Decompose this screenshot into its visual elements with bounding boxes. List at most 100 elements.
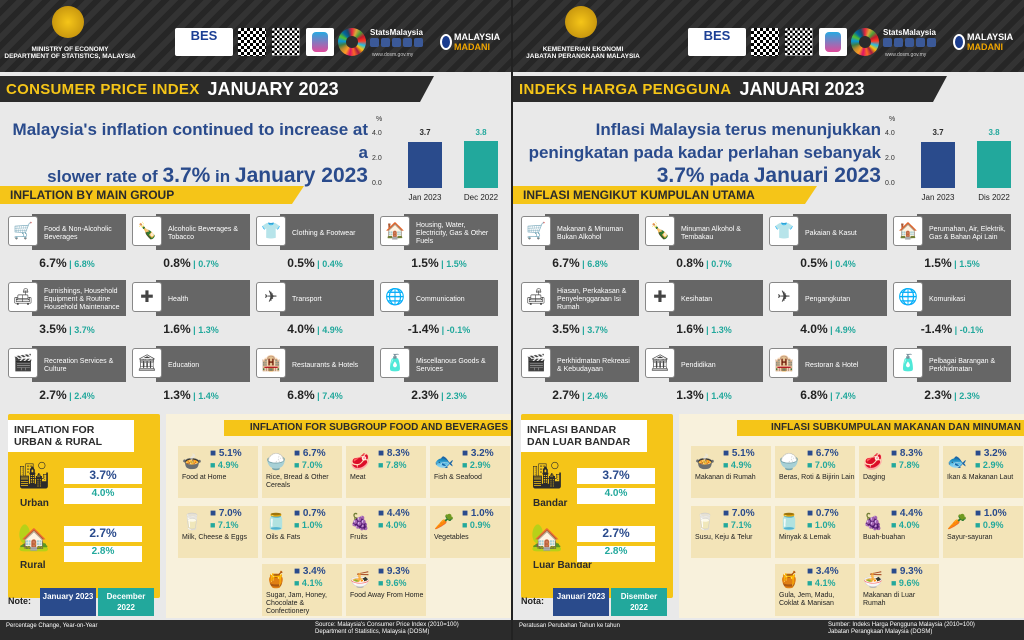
headline-line2-text: peningkatan pada kadar perlahan sebanyak: [528, 143, 881, 162]
group-values: 1.6% | 1.3%: [645, 320, 763, 338]
food-label: Minyak & Lemak: [779, 534, 831, 541]
headline-line3: 3.7% pada Januari 2023: [521, 164, 881, 188]
group-label-box: Transport: [280, 280, 374, 316]
group-value-sep: |: [190, 391, 199, 401]
stats-malaysia-label: StatsMalaysia: [370, 28, 423, 37]
group-value-dec: 1.4%: [198, 391, 219, 401]
group-values: 0.5% | 0.4%: [769, 254, 887, 272]
y-tick-label: 2.0: [885, 155, 895, 162]
sdg-wheel-icon: [851, 28, 879, 56]
food-label: Rice, Bread & Other Cereals: [266, 474, 329, 489]
group-value-dec: 7.4%: [835, 391, 856, 401]
fruit-icon: 🍇: [350, 514, 370, 531]
group-label-box: Pakaian & Kasut: [793, 214, 887, 250]
group-value-sep: |: [66, 325, 75, 335]
group-label-box: Recreation Services & Culture: [32, 346, 126, 382]
group-values: 1.5% | 1.5%: [893, 254, 1011, 272]
food-item: 🍇 ■ 4.4% ■ 4.0% Fruits: [346, 506, 426, 558]
footer-bar: Peratusan Perubahan Tahun ke tahun Sumber…: [513, 620, 1024, 640]
food-value-jan: ■ 3.4%: [294, 566, 326, 577]
email-icon[interactable]: [414, 38, 423, 47]
food-home-icon: 🍲: [695, 454, 715, 471]
twitter-icon[interactable]: [905, 38, 914, 47]
youtube-icon[interactable]: [916, 38, 925, 47]
group-value-jan: -1.4%: [920, 322, 953, 336]
food-value-jan: ■ 6.7%: [294, 448, 326, 459]
group-value-dec: 3.7%: [74, 325, 95, 335]
group-value-jan: 4.0%: [800, 322, 828, 336]
website-url: www.dosm.gov.my: [372, 52, 414, 58]
group-value-sep: |: [314, 391, 323, 401]
group-values: 6.7% | 6.8%: [8, 254, 126, 272]
food-value-jan: ■ 0.7%: [807, 508, 839, 519]
group-card: Makanan & Minuman Bukan Alkohol 🛒 6.7% | 6…: [521, 214, 639, 270]
house-icon: 🏠: [380, 216, 410, 246]
instagram-icon[interactable]: [894, 38, 903, 47]
group-label: Recreation Services & Culture: [44, 358, 114, 373]
group-value-dec: 6.8%: [74, 259, 95, 269]
y-axis-unit: %: [889, 116, 896, 123]
instagram-icon[interactable]: [381, 38, 390, 47]
group-values: 1.3% | 1.4%: [132, 386, 250, 404]
group-card: Education 🏛 1.3% | 1.4%: [132, 346, 250, 402]
headline-text: Malaysia's inflation continued to increa…: [8, 118, 368, 188]
title-cpi: CONSUMER PRICE INDEX: [6, 80, 200, 98]
group-card: Miscellanous Goods & Services 🧴 2.3% | 2.3…: [380, 346, 498, 402]
food-value-dec: ■ 4.1%: [807, 578, 836, 588]
group-value-jan: 4.0%: [287, 322, 315, 336]
group-value-dec: 0.4%: [835, 259, 856, 269]
group-label: Perumahan, Air, Elektrik, Gas & Bahan Ap…: [929, 226, 1006, 241]
legend-january: January 2023: [40, 588, 96, 616]
food-value-dec: ■ 4.0%: [891, 520, 920, 530]
goods-icon: 🧴: [893, 348, 923, 378]
group-card: Perkhidmatan Rekreasi & Kebudayaan 🎬 2.7% …: [521, 346, 639, 402]
group-value-dec: 7.4%: [322, 391, 343, 401]
group-value-dec: 4.9%: [322, 325, 343, 335]
rural-house-icon: 🏡: [17, 522, 51, 552]
group-values: 0.8% | 0.7%: [132, 254, 250, 272]
youtube-icon[interactable]: [403, 38, 412, 47]
group-value-sep: |: [703, 391, 712, 401]
food-item: 🍚 ■ 6.7% ■ 7.0% Rice, Bread & Other Cereals: [262, 446, 342, 498]
food-item: 🍜 ■ 9.3% ■ 9.6% Food Away From Home: [346, 564, 426, 616]
twitter-icon[interactable]: [392, 38, 401, 47]
group-value-jan: 0.8%: [676, 256, 704, 270]
group-value-dec: 3.7%: [587, 325, 608, 335]
vegetable-icon: 🥕: [434, 514, 454, 531]
headline-text: Inflasi Malaysia terus menunjukkan pening…: [521, 118, 881, 188]
sofa-icon: 🛋: [521, 282, 551, 312]
food-subgroup-title: INFLASI SUBKUMPULAN MAKANAN DAN MINUMAN: [737, 420, 1024, 436]
urban-value-jan: 3.7%: [64, 468, 142, 484]
group-values: 2.3% | 2.3%: [380, 386, 498, 404]
oil-icon: 🫙: [266, 514, 286, 531]
rice-icon: 🍚: [266, 454, 286, 471]
facebook-icon[interactable]: [883, 38, 892, 47]
group-card: Health ✚ 1.6% | 1.3%: [132, 280, 250, 336]
facebook-icon[interactable]: [370, 38, 379, 47]
sugar-icon: 🍯: [266, 572, 286, 589]
y-tick-label: 4.0: [885, 130, 895, 137]
food-value-dec: ■ 1.0%: [294, 520, 323, 530]
sugar-icon: 🍯: [779, 572, 799, 589]
food-label: Sayur-sayuran: [947, 534, 993, 541]
group-value-sep: |: [703, 259, 712, 269]
title-bar: INDEKS HARGA PENGGUNA JANUARI 2023: [513, 76, 947, 102]
group-value-jan: 1.5%: [924, 256, 952, 270]
y-tick-label: 0.0: [885, 180, 895, 187]
email-icon[interactable]: [927, 38, 936, 47]
transport-icon: ✈: [769, 282, 799, 312]
group-label: Restoran & Hotel: [805, 362, 859, 369]
website-url: www.dosm.gov.my: [885, 52, 927, 58]
food-label: Meat: [350, 474, 366, 481]
group-value-dec: 1.3%: [711, 325, 732, 335]
group-value-dec: 1.4%: [711, 391, 732, 401]
group-value-dec: 1.5%: [446, 259, 467, 269]
group-value-dec: 1.3%: [198, 325, 219, 335]
group-value-dec: 0.4%: [322, 259, 343, 269]
group-value-sep: |: [703, 325, 712, 335]
food-label: Makanan di Rumah: [695, 474, 756, 481]
food-value-dec: ■ 7.1%: [210, 520, 239, 530]
food-label: Daging: [863, 474, 886, 481]
app-logo-icon: [825, 32, 841, 52]
group-card: Pelbagai Barangan & Perkhidmatan 🧴 2.3% | …: [893, 346, 1011, 402]
